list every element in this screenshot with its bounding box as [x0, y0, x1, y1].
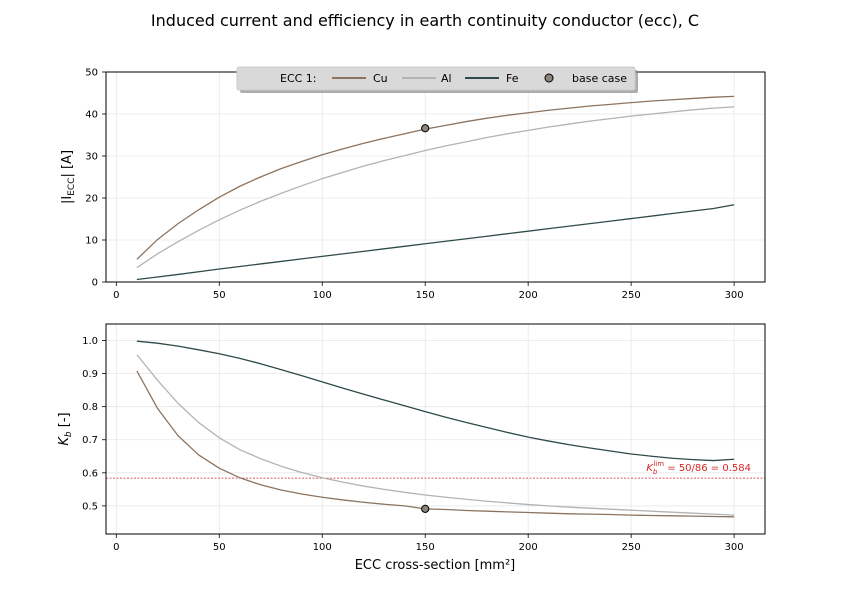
- ticks-current: 0 50 100 150 200 250 300 0 10 20 30 40 50: [85, 68, 743, 302]
- legend-label: base case: [572, 72, 627, 85]
- x-tick-label: 250: [622, 542, 641, 553]
- legend-title: ECC 1:: [280, 72, 317, 85]
- y-tick-label: 50: [85, 68, 98, 79]
- plot-area-current: [106, 72, 765, 282]
- y-tick-label: 30: [85, 152, 98, 163]
- y-tick-label: 0: [92, 278, 98, 289]
- x-tick-label: 100: [313, 290, 332, 301]
- ylabel-efficiency-sub: b: [64, 431, 74, 437]
- limit-label-sup: lim: [653, 460, 664, 468]
- series-line-al-current: [136, 106, 735, 269]
- x-tick-label: 200: [519, 290, 538, 301]
- series-line-cu-efficiency: [136, 370, 735, 518]
- x-tick-label: 0: [113, 290, 119, 301]
- y-tick-label: 40: [85, 110, 98, 121]
- legend-label: Cu: [373, 72, 388, 85]
- base-case-marker-current: [421, 124, 430, 133]
- y-tick-label: 0.5: [82, 501, 98, 512]
- legend-label: Fe: [506, 72, 519, 85]
- plot-area-efficiency: [106, 324, 765, 534]
- x-tick-label: 100: [313, 542, 332, 553]
- series-line-fe-efficiency: [136, 340, 735, 462]
- ylabel-current-tail: | [A]: [60, 150, 75, 178]
- y-tick-label: 20: [85, 194, 98, 205]
- limit-label-main: K: [646, 463, 654, 474]
- axes-frame-efficiency: [105, 323, 766, 535]
- limit-line-group: Kblim = 50/86 = 0.584: [106, 460, 765, 479]
- figure-title: Induced current and efficiency in earth …: [151, 11, 699, 30]
- ylabel-efficiency: Kb [-]: [57, 412, 74, 445]
- legend-swatch-base-case: [544, 73, 554, 83]
- y-tick-label: 0.6: [82, 468, 98, 479]
- base-case-marker-efficiency: [421, 504, 430, 513]
- x-tick-label: 300: [725, 542, 744, 553]
- legend-entries: Cu Al Fe base case: [332, 72, 627, 85]
- limit-label-sub: b: [653, 468, 658, 476]
- limit-label: Kblim = 50/86 = 0.584: [646, 460, 751, 476]
- x-tick-label: 300: [725, 290, 744, 301]
- ylabel-current-sub: ECC: [67, 178, 77, 196]
- y-tick-label: 1.0: [82, 336, 98, 347]
- grid-efficiency: [106, 324, 765, 534]
- legend: ECC 1: Cu Al Fe base case: [236, 66, 638, 93]
- x-tick-label: 150: [416, 542, 435, 553]
- series-line-cu-current: [136, 95, 735, 260]
- y-tick-label: 0.7: [82, 435, 98, 446]
- x-tick-label: 250: [622, 290, 641, 301]
- x-tick-label: 150: [416, 290, 435, 301]
- chart-current: 0 50 100 150 200 250 300 0 10 20 30 40 50 |IECC| [A]: [60, 68, 766, 302]
- legend-label: Al: [441, 72, 452, 85]
- y-tick-label: 0.8: [82, 402, 98, 413]
- ylabel-efficiency-main: K: [57, 436, 72, 446]
- x-tick-label: 0: [113, 542, 119, 553]
- x-tick-label: 200: [519, 542, 538, 553]
- y-tick-label: 10: [85, 236, 98, 247]
- ticks-efficiency: 0 50 100 150 200 250 300 0.5 0.6 0.7 0.8 0.9 1.0: [82, 336, 744, 553]
- ylabel-current-main: |I: [60, 196, 75, 204]
- y-tick-label: 0.9: [82, 369, 98, 380]
- chart-efficiency: Kblim = 50/86 = 0.584 0 50 100 150 200 250 300…: [57, 323, 766, 573]
- x-tick-label: 50: [213, 542, 226, 553]
- series-current: [136, 95, 735, 281]
- ylabel-efficiency-tail: [-]: [57, 412, 72, 431]
- limit-label-tail: = 50/86 = 0.584: [664, 463, 751, 474]
- series-line-al-efficiency: [136, 354, 735, 516]
- x-tick-label: 50: [213, 290, 226, 301]
- series-line-fe-current: [136, 204, 735, 281]
- series-efficiency: [136, 340, 735, 518]
- ylabel-current: |IECC| [A]: [60, 150, 77, 204]
- xlabel-efficiency: ECC cross-section [mm²]: [355, 558, 516, 573]
